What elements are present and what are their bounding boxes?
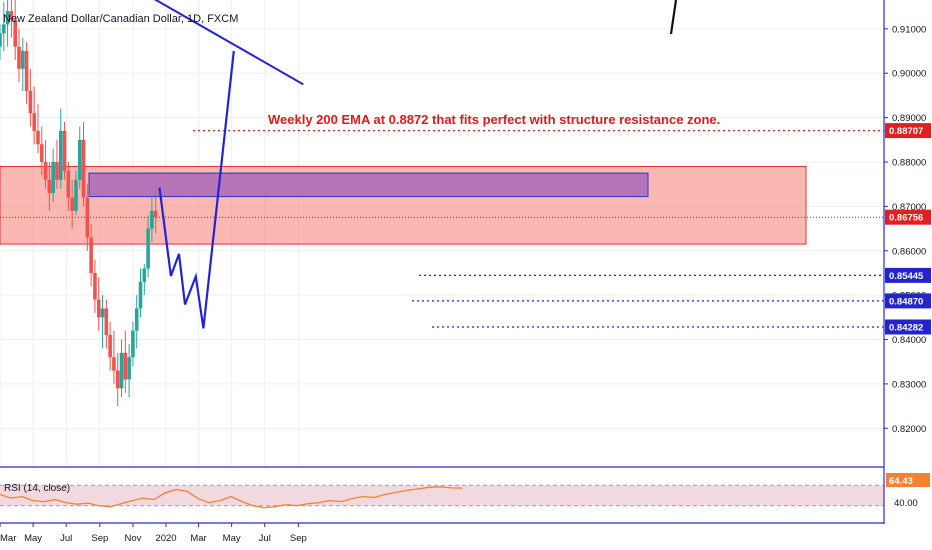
price-badge-label: 0.86756: [889, 213, 923, 224]
price-badge-label: 0.84282: [889, 322, 923, 333]
candle-body: [9, 11, 14, 20]
price-badge-label: 0.84870: [889, 296, 923, 307]
x-tick-label: Nov: [124, 533, 141, 544]
candle-body: [70, 197, 74, 211]
price-badge: [885, 293, 931, 309]
price-badge: [885, 123, 931, 139]
candle-body: [96, 299, 101, 318]
ema-annotation: Weekly 200 EMA at 0.8872 that fits perfe…: [268, 112, 720, 127]
descending-trendline: [153, 0, 304, 86]
y-tick-label: 0.89000: [892, 113, 926, 124]
candle-body: [150, 210, 154, 229]
candle-body: [153, 210, 158, 218]
candle-body: [131, 330, 135, 358]
y-tick-label: 0.90000: [892, 69, 926, 80]
price-badge-label: 0.88707: [889, 126, 923, 137]
y-tick-label: 0.87000: [892, 202, 926, 213]
candle-body: [142, 268, 147, 282]
candle-body: [32, 113, 36, 131]
candle-body: [77, 139, 82, 180]
rsi-line: [0, 486, 463, 509]
rsi-label: RSI (14, close): [4, 483, 70, 494]
y-tick-label: 0.88000: [892, 157, 926, 168]
candle-body: [0, 33, 2, 47]
candle-body: [20, 51, 25, 69]
candle-body: [62, 130, 67, 171]
candle-body: [39, 144, 44, 162]
candle-body: [100, 308, 105, 318]
rsi-value-text: 64.43: [889, 476, 913, 487]
candle-body: [134, 308, 139, 331]
candle-body: [104, 308, 109, 336]
candle-body: [58, 130, 63, 180]
x-tick-label: Mar: [190, 533, 206, 544]
candle-body: [36, 130, 40, 145]
x-tick-label: Jul: [60, 533, 72, 544]
price-badge: [885, 319, 931, 335]
candle-body: [119, 352, 124, 389]
y-tick-label: 0.91000: [892, 24, 926, 35]
candle-body: [146, 228, 150, 269]
time-axis-ticks: Mar May Jul Sep Nov 2020 Mar May Jul Sep: [0, 523, 307, 544]
rsi-value-badge: [886, 473, 930, 487]
candlestick-series: [0, 0, 158, 407]
candle-body: [17, 46, 21, 69]
y-tick-label: 0.84000: [892, 335, 926, 346]
vertical-grid: [0, 0, 299, 523]
candle-body: [93, 272, 97, 300]
supply-zone: [88, 172, 649, 198]
y-tick-label: 0.83000: [892, 379, 926, 390]
candle-body: [81, 139, 86, 198]
candle-body: [28, 90, 33, 114]
x-tick-label: May: [223, 533, 241, 544]
candle-body: [43, 161, 48, 180]
candle-body: [112, 357, 116, 371]
candle-body: [108, 335, 112, 358]
x-tick-label: Sep: [91, 533, 108, 544]
price-badge-label: 0.85445: [889, 271, 924, 282]
candle-body: [1, 24, 6, 34]
chart-title: New Zealand Dollar/Canadian Dollar, 1D, …: [3, 13, 238, 25]
candle-body: [24, 51, 29, 91]
candle-body: [85, 197, 90, 238]
candle-body: [5, 11, 10, 25]
candle-body: [123, 352, 128, 380]
candle-body: [47, 179, 52, 194]
candle-body: [138, 281, 143, 309]
y-tick-label: 0.86000: [892, 246, 926, 257]
x-tick-label: Jul: [259, 533, 271, 544]
rsi-band: [0, 485, 884, 506]
projection-path: [158, 50, 235, 329]
candle-body: [66, 170, 71, 198]
arrow-stub-line: [669, 0, 678, 35]
x-tick-label: Mar: [0, 533, 16, 544]
candle-body: [115, 370, 120, 389]
support-levels: [412, 274, 884, 328]
y-tick-label: 0.82000: [892, 424, 926, 435]
x-tick-label: May: [24, 533, 42, 544]
price-badge: [885, 209, 931, 225]
x-tick-label: 2020: [155, 533, 176, 544]
candle-body: [74, 179, 78, 211]
candle-body: [55, 161, 59, 180]
candle-body: [127, 357, 131, 380]
candle-body: [13, 19, 17, 47]
price-badge: [885, 267, 931, 283]
x-tick-label: Sep: [290, 533, 307, 544]
rsi-level-text: 40.00: [894, 498, 918, 509]
candle-body: [51, 161, 55, 194]
candle-body: [89, 237, 93, 273]
price-badges: 0.88707 0.86756 0.85445 0.84870 0.84282: [885, 123, 931, 335]
